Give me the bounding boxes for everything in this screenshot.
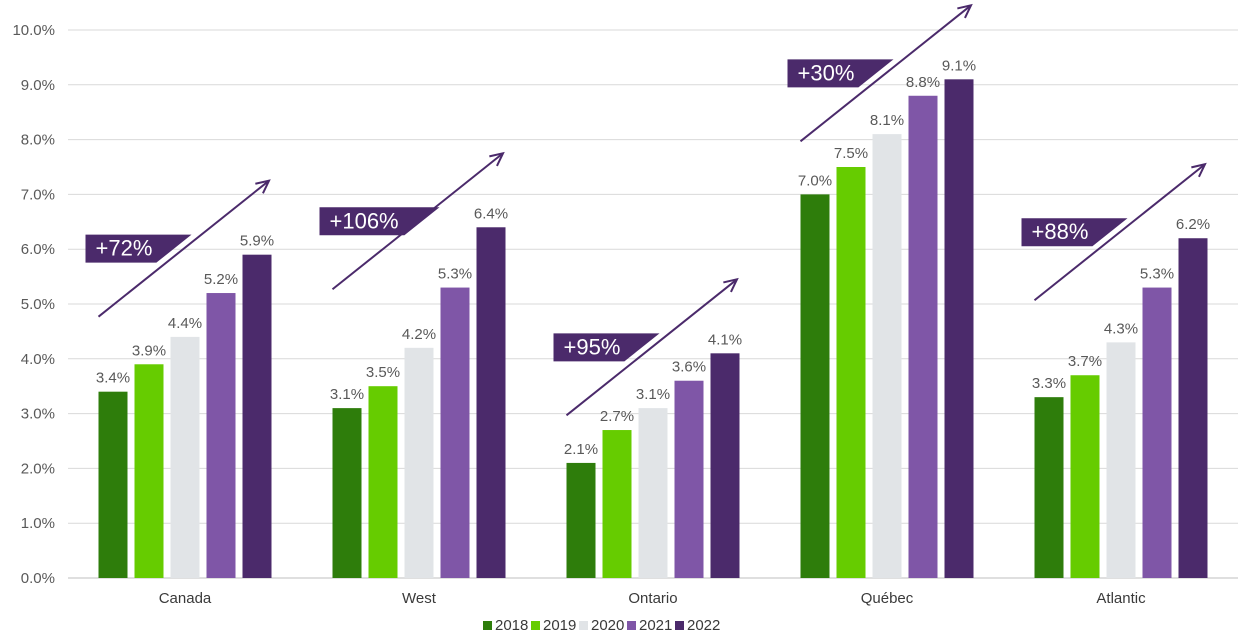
- category-label: Québec: [861, 590, 914, 607]
- data-label: 4.1%: [708, 331, 742, 348]
- data-label: 6.2%: [1176, 216, 1210, 233]
- growth-banner: [319, 207, 440, 236]
- data-label: 5.2%: [204, 271, 238, 288]
- bar-2021: [1142, 287, 1172, 578]
- growth-label: +106%: [330, 208, 399, 233]
- bar-2020: [638, 408, 668, 578]
- y-tick-label: 8.0%: [21, 132, 55, 149]
- data-label: 6.4%: [474, 205, 508, 222]
- y-tick-label: 4.0%: [21, 351, 55, 368]
- bar-2020: [872, 134, 902, 578]
- growth-arrow-head: [723, 277, 739, 293]
- growth-arrow-line: [799, 4, 972, 143]
- bar-2018: [800, 194, 830, 578]
- data-label: 9.1%: [942, 57, 976, 74]
- data-label: 3.5%: [366, 364, 400, 381]
- growth-arrow-line: [565, 278, 738, 417]
- growth-banner: [85, 234, 192, 263]
- growth-arrow-head: [489, 151, 505, 167]
- bar-2020: [170, 336, 200, 578]
- category-label: Canada: [159, 590, 212, 607]
- growth-arrow-head: [1191, 162, 1207, 178]
- bar-2022: [242, 254, 272, 578]
- bar-2019: [602, 430, 632, 578]
- legend-swatch-2018: [483, 621, 492, 630]
- data-label: 4.2%: [402, 326, 436, 343]
- category-label: Atlantic: [1096, 590, 1146, 607]
- legend-label: 2021: [639, 617, 672, 634]
- legend-swatch-2019: [531, 621, 540, 630]
- bar-2019: [368, 386, 398, 578]
- legend-label: 2022: [687, 617, 720, 634]
- data-label: 3.1%: [636, 386, 670, 403]
- growth-arrow-line: [1033, 163, 1206, 302]
- bar-2020: [404, 347, 434, 578]
- data-label: 3.1%: [330, 386, 364, 403]
- legend-swatch-2021: [627, 621, 636, 630]
- bar-2020: [1106, 342, 1136, 578]
- data-label: 3.6%: [672, 359, 706, 376]
- data-label: 5.9%: [240, 233, 274, 250]
- data-label: 2.7%: [600, 408, 634, 425]
- bar-2021: [440, 287, 470, 578]
- y-tick-label: 7.0%: [21, 186, 55, 203]
- bar-2021: [674, 380, 704, 578]
- growth-banner: [1021, 218, 1128, 247]
- data-label: 3.3%: [1032, 375, 1066, 392]
- bar-2022: [476, 227, 506, 578]
- data-label: 3.4%: [96, 370, 130, 387]
- category-label: Ontario: [628, 590, 677, 607]
- bar-2018: [1034, 397, 1064, 578]
- bar-2021: [908, 95, 938, 578]
- y-tick-label: 3.0%: [21, 406, 55, 423]
- y-tick-label: 1.0%: [21, 515, 55, 532]
- bar-2019: [134, 364, 164, 578]
- growth-arrow-head: [957, 3, 973, 19]
- growth-arrow-line: [97, 179, 270, 318]
- bar-2019: [1070, 375, 1100, 578]
- category-label: West: [402, 590, 437, 607]
- y-tick-label: 0.0%: [21, 570, 55, 587]
- data-label: 7.5%: [834, 145, 868, 162]
- bar-2022: [944, 79, 974, 578]
- bar-2019: [836, 167, 866, 578]
- y-tick-label: 10.0%: [12, 22, 55, 39]
- data-label: 4.3%: [1104, 320, 1138, 337]
- data-label: 5.3%: [1140, 266, 1174, 283]
- data-label: 4.4%: [168, 315, 202, 332]
- legend-label: 2020: [591, 617, 624, 634]
- data-label: 3.9%: [132, 342, 166, 359]
- bar-2022: [1178, 238, 1208, 579]
- y-tick-label: 6.0%: [21, 241, 55, 258]
- growth-label: +95%: [564, 334, 621, 359]
- bar-2018: [566, 462, 596, 578]
- y-tick-label: 2.0%: [21, 460, 55, 477]
- data-label: 5.3%: [438, 266, 472, 283]
- growth-label: +30%: [798, 60, 855, 85]
- growth-banner: [787, 59, 894, 88]
- y-tick-label: 9.0%: [21, 77, 55, 94]
- bar-2021: [206, 293, 236, 578]
- data-label: 8.1%: [870, 112, 904, 129]
- growth-label: +72%: [96, 236, 153, 261]
- legend-swatch-2022: [675, 621, 684, 630]
- legend-label: 2019: [543, 617, 576, 634]
- data-label: 2.1%: [564, 441, 598, 458]
- legend-label: 2018: [495, 617, 528, 634]
- legend-swatch-2020: [579, 621, 588, 630]
- y-tick-label: 5.0%: [21, 296, 55, 313]
- data-label: 3.7%: [1068, 353, 1102, 370]
- data-label: 8.8%: [906, 74, 940, 91]
- data-label: 7.0%: [798, 172, 832, 189]
- bar-2018: [332, 408, 362, 578]
- bar-2018: [98, 391, 128, 578]
- growth-banner: [553, 333, 660, 362]
- growth-label: +88%: [1032, 219, 1089, 244]
- bar-2022: [710, 353, 740, 578]
- growth-arrow-head: [255, 179, 271, 194]
